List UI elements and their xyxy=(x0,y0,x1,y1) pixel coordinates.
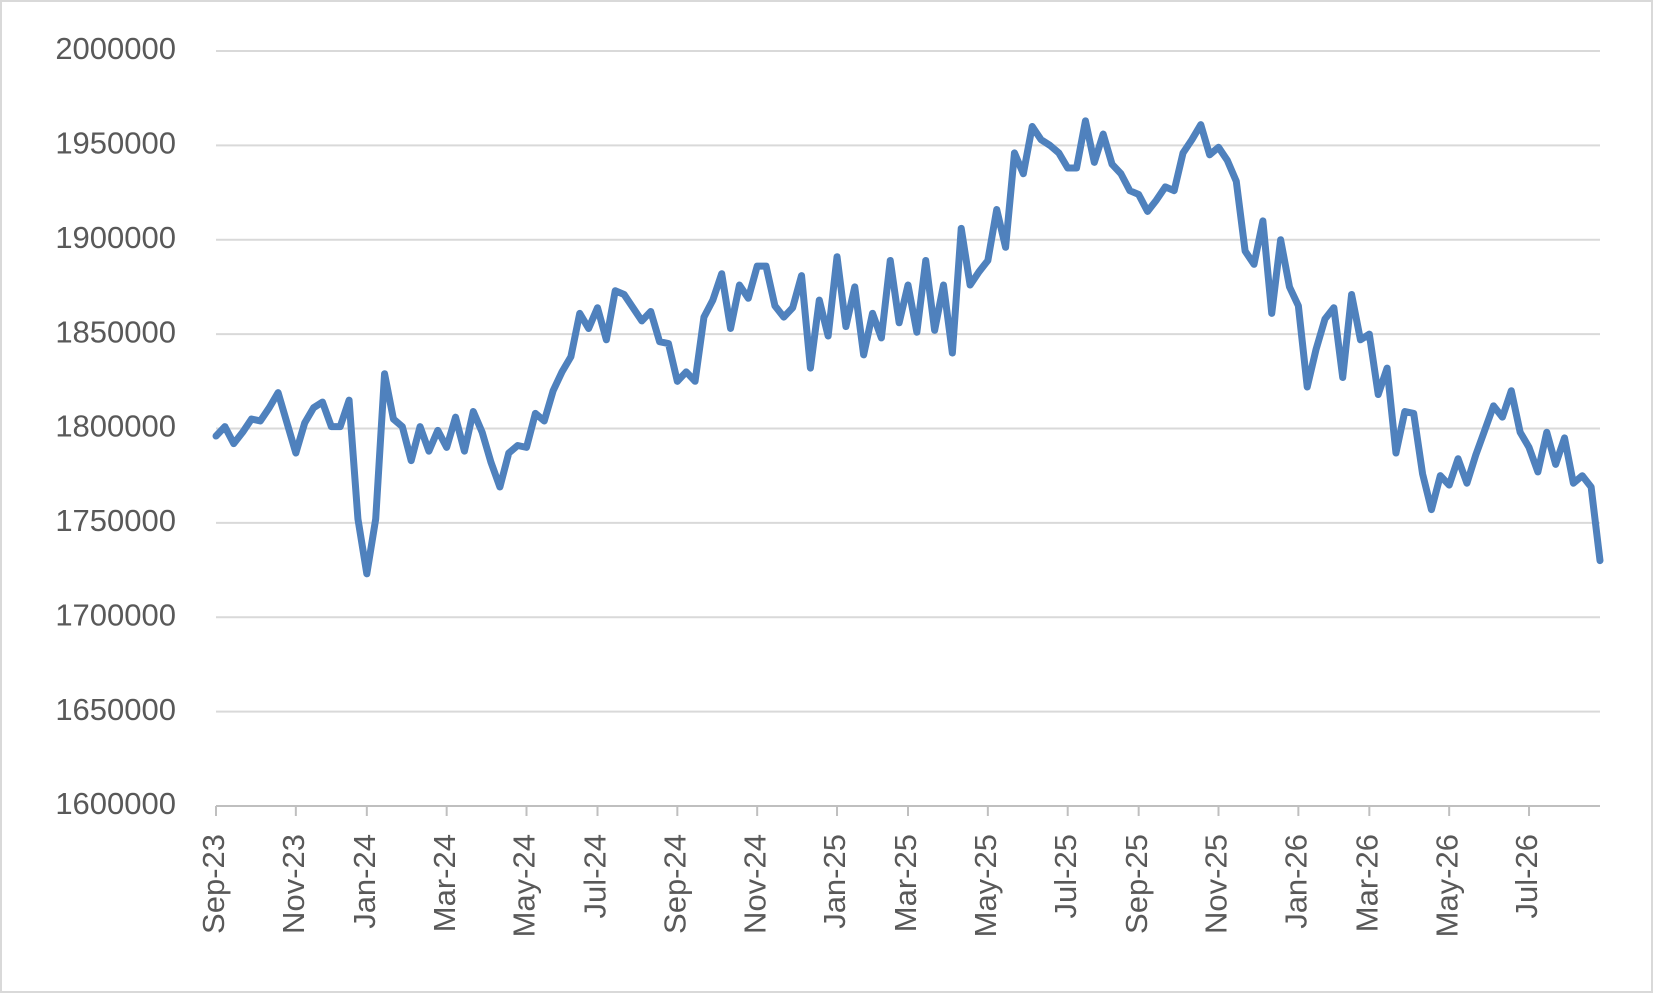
y-tick-label: 2000000 xyxy=(55,31,176,66)
x-tick-label: Jan-24 xyxy=(347,834,382,929)
y-tick-label: 1750000 xyxy=(55,503,176,538)
y-tick-label: 1850000 xyxy=(55,314,176,349)
x-tick-label: Sep-25 xyxy=(1119,834,1154,934)
x-tick-label: Sep-23 xyxy=(196,834,231,934)
x-tick-label: May-24 xyxy=(507,834,542,937)
x-tick-label: Nov-24 xyxy=(737,834,772,934)
x-tick-label: Jul-24 xyxy=(578,834,613,918)
y-tick-label: 1950000 xyxy=(55,126,176,161)
x-tick-label: Sep-24 xyxy=(658,834,693,934)
x-tick-label: Jul-26 xyxy=(1509,834,1544,918)
x-tick-label: Nov-23 xyxy=(276,834,311,934)
data-line xyxy=(212,117,1604,578)
y-tick-label: 1800000 xyxy=(55,409,176,444)
x-tick-label: Jan-25 xyxy=(817,834,852,929)
x-tick-label: Mar-24 xyxy=(427,834,462,932)
x-tick-label: May-25 xyxy=(968,834,1003,937)
x-tick-label: Nov-25 xyxy=(1199,834,1234,934)
y-tick-label: 1600000 xyxy=(55,786,176,821)
x-tick-label: Jul-25 xyxy=(1048,834,1083,918)
y-tick-label: 1650000 xyxy=(55,692,176,727)
y-tick-label: 1900000 xyxy=(55,220,176,255)
x-tick-label: Mar-25 xyxy=(888,834,923,932)
y-tick-label: 1700000 xyxy=(55,597,176,632)
x-tick-label: May-26 xyxy=(1429,834,1464,937)
x-tick-label: Mar-26 xyxy=(1350,834,1385,932)
x-tick-label: Jan-26 xyxy=(1279,834,1314,929)
